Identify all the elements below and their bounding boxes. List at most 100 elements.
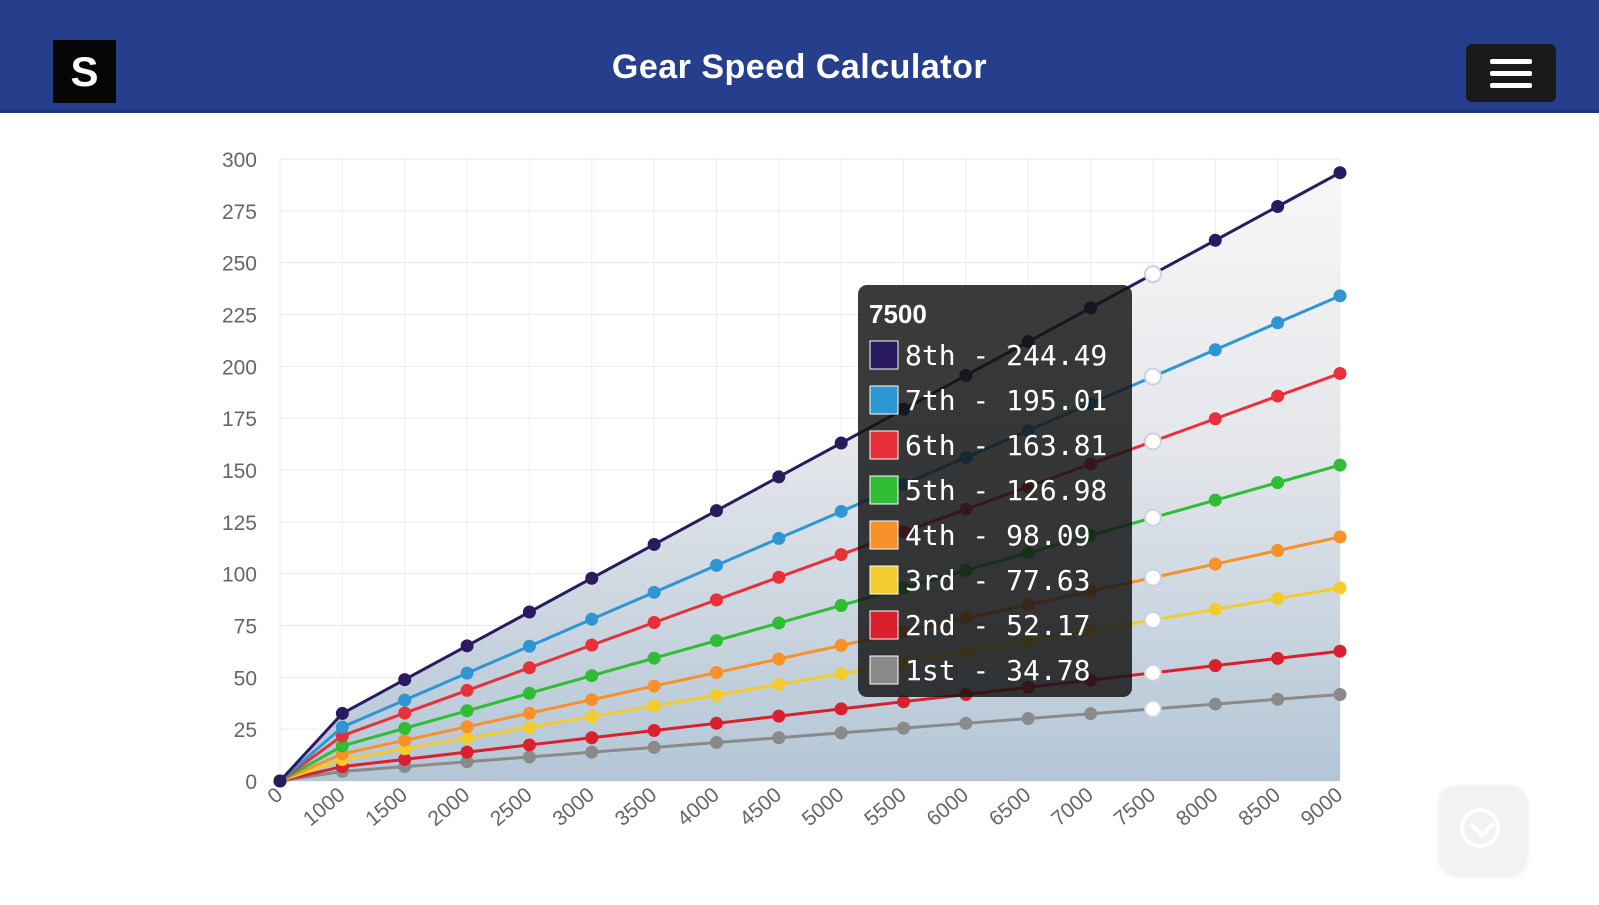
data-point	[522, 750, 536, 764]
data-point	[585, 571, 599, 585]
data-point	[834, 667, 848, 681]
tooltip-color-swatch	[869, 565, 899, 595]
data-point	[709, 504, 723, 518]
tooltip-color-swatch	[869, 655, 899, 685]
data-point	[1271, 316, 1285, 330]
data-point	[1021, 712, 1035, 726]
data-point	[1208, 697, 1222, 711]
tooltip-item-label: 7th - 195.01	[905, 384, 1107, 417]
data-point	[1084, 707, 1098, 721]
data-point-highlighted	[1143, 508, 1162, 527]
series-2nd	[273, 644, 1347, 788]
data-point	[647, 651, 661, 665]
tooltip-color-swatch	[869, 430, 899, 460]
data-point	[460, 683, 474, 697]
data-point-highlighted	[1143, 568, 1162, 587]
header-bar: S Gear Speed Calculator	[0, 0, 1599, 113]
data-point	[585, 710, 599, 724]
data-point	[709, 688, 723, 702]
data-point	[585, 669, 599, 683]
series-line	[279, 372, 1341, 783]
scroll-down-button[interactable]	[1440, 787, 1526, 875]
data-point-highlighted	[1143, 663, 1162, 682]
tooltip-title: 7500	[869, 299, 927, 329]
x-tick-label: 1000	[299, 783, 350, 831]
data-point	[460, 731, 474, 745]
data-point	[460, 704, 474, 718]
data-point	[1208, 659, 1222, 673]
data-point	[1333, 366, 1347, 380]
data-point	[647, 724, 661, 738]
data-point	[398, 673, 412, 687]
data-point	[647, 740, 661, 754]
series-line	[279, 294, 1341, 783]
data-point	[398, 721, 412, 735]
series-line	[279, 649, 1341, 783]
x-tick-label: 2500	[486, 783, 537, 831]
site-logo[interactable]: S	[53, 40, 116, 103]
data-point	[1333, 581, 1347, 595]
data-point-highlighted	[1143, 611, 1162, 630]
series-line	[278, 171, 1341, 783]
y-tick-label: 300	[222, 149, 257, 172]
data-point	[834, 504, 848, 518]
y-tick-label: 275	[222, 201, 257, 224]
tooltip-item-label: 4th - 98.09	[905, 519, 1090, 552]
data-point	[398, 706, 412, 720]
data-point	[335, 706, 349, 720]
logo-letter: S	[70, 47, 99, 95]
tooltip-item-label: 5th - 126.98	[905, 474, 1107, 507]
x-tick-label: 5500	[860, 783, 911, 831]
data-point-highlighted	[1143, 265, 1162, 284]
data-point	[834, 548, 848, 562]
data-point	[460, 720, 474, 734]
data-point	[1333, 687, 1347, 701]
data-point	[709, 558, 723, 572]
data-point	[398, 693, 412, 707]
area-fill	[280, 172, 1340, 782]
data-point	[772, 731, 786, 745]
x-tick-label: 3000	[548, 783, 599, 831]
data-point	[709, 716, 723, 730]
data-point	[585, 638, 599, 652]
y-tick-label: 175	[222, 408, 257, 431]
y-tick-label: 200	[222, 356, 257, 379]
x-tick-label: 8500	[1234, 783, 1285, 831]
tooltip-item-label: 3rd - 77.63	[905, 564, 1090, 597]
data-point	[772, 652, 786, 666]
data-point	[1271, 544, 1285, 558]
data-point	[522, 706, 536, 720]
y-tick-label: 225	[222, 305, 257, 328]
data-point	[585, 745, 599, 759]
data-point	[647, 616, 661, 630]
data-point	[460, 745, 474, 759]
data-point	[1271, 692, 1285, 706]
y-tick-label: 25	[234, 719, 257, 742]
data-point	[1271, 389, 1285, 403]
data-point	[522, 605, 536, 619]
x-tick-label: 7500	[1110, 783, 1161, 831]
data-point	[398, 733, 412, 747]
data-point	[897, 695, 911, 709]
data-point	[772, 709, 786, 723]
x-tick-label: 4000	[673, 783, 724, 831]
hamburger-menu-button[interactable]	[1466, 44, 1556, 102]
y-tick-label: 75	[234, 616, 257, 639]
x-tick-label: 4500	[735, 783, 786, 831]
tooltip-color-swatch	[869, 475, 899, 505]
data-point	[1333, 644, 1347, 658]
data-point	[460, 666, 474, 680]
data-point	[1208, 412, 1222, 426]
data-point	[585, 693, 599, 707]
chart-tooltip: 7500 8th - 244.49 7th - 195.01 6th - 163.81…	[858, 285, 1132, 697]
x-tick-label: 8000	[1172, 783, 1223, 831]
data-point	[335, 720, 349, 734]
data-point	[522, 639, 536, 653]
data-point	[709, 593, 723, 607]
data-point	[772, 616, 786, 630]
x-tick-label: 5000	[798, 783, 849, 831]
data-point	[834, 726, 848, 740]
tooltip-item-label: 8th - 244.49	[905, 339, 1107, 372]
data-point	[335, 739, 349, 753]
